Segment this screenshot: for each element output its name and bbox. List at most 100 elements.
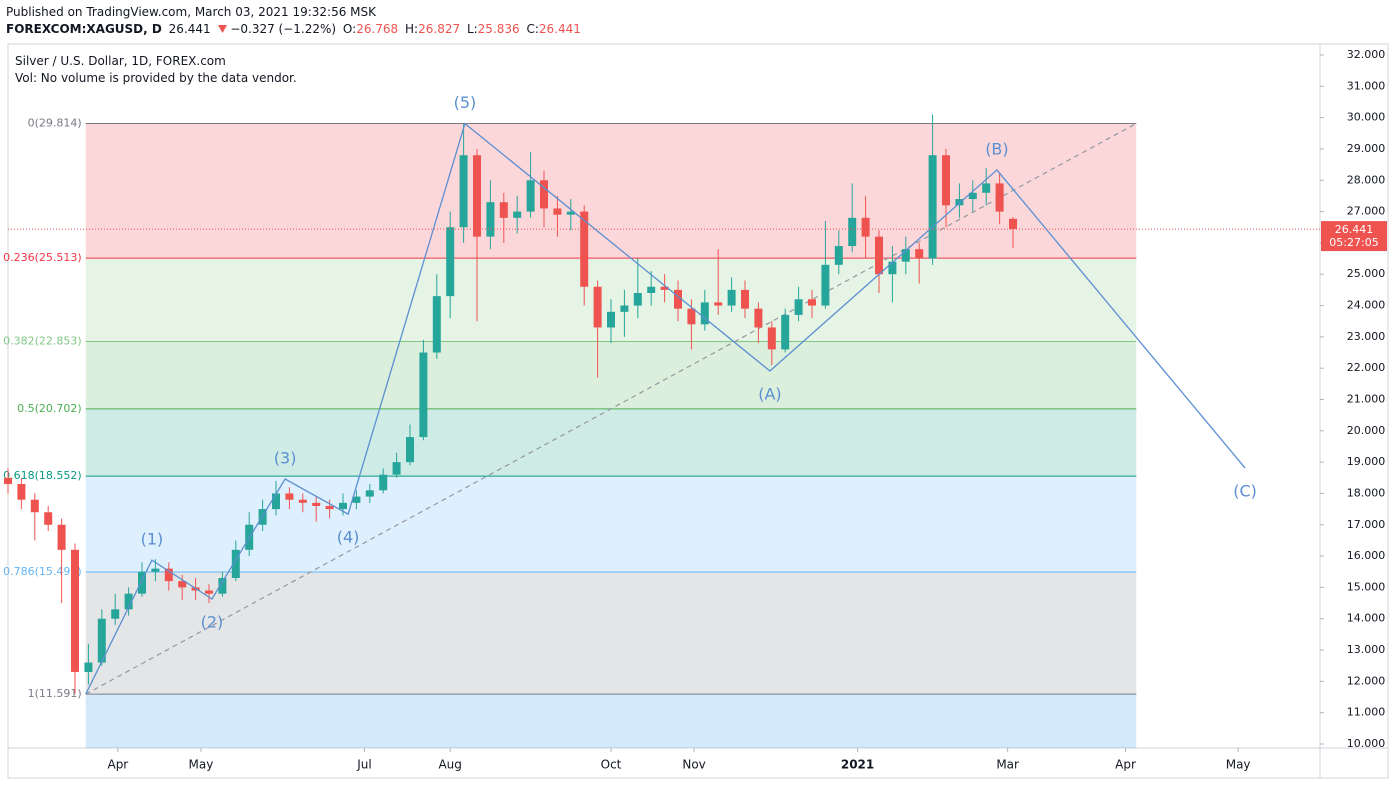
countdown: 05:27:05 xyxy=(1329,236,1378,249)
x-tick-label: Nov xyxy=(682,758,705,772)
candle-body xyxy=(633,293,642,306)
fib-zone xyxy=(85,408,1137,477)
candle-body xyxy=(901,249,910,262)
candle-body xyxy=(553,208,562,215)
fib-label: 0.786(15.491) xyxy=(3,565,82,578)
candle-body xyxy=(352,496,361,503)
symbol: FOREXCOM:XAGUSD, D xyxy=(6,22,162,36)
y-tick-label: 21.000 xyxy=(1347,392,1386,405)
candle-body xyxy=(526,180,535,212)
candle-body xyxy=(566,211,575,215)
fib-zone xyxy=(85,123,1137,259)
candle-body xyxy=(218,578,227,594)
fib-label: 0.236(25.513) xyxy=(3,251,82,264)
published-note: Published on TradingView.com, March 03, … xyxy=(6,5,377,19)
candle-body xyxy=(982,183,991,193)
candle-body xyxy=(968,192,977,200)
wave-line xyxy=(85,122,1246,695)
fib-label: 0.382(22.853) xyxy=(3,334,82,347)
candle-body xyxy=(459,155,468,228)
candle-body xyxy=(821,264,830,306)
candle-body xyxy=(124,593,133,610)
candle-body xyxy=(71,549,80,672)
y-tick-label: 13.000 xyxy=(1347,643,1386,656)
candle-body xyxy=(754,308,763,328)
candle-body xyxy=(419,352,428,438)
y-tick-label: 10.000 xyxy=(1347,737,1386,750)
low-value: 25.836 xyxy=(477,22,520,36)
candle-body xyxy=(446,227,455,297)
fib-label: 1(11.591) xyxy=(28,687,82,700)
candle-body xyxy=(486,202,495,237)
y-tick-label: 14.000 xyxy=(1347,612,1386,625)
candle-body xyxy=(30,499,39,513)
trend-line xyxy=(85,122,1137,695)
candle-body xyxy=(138,571,147,594)
wave-label: (3) xyxy=(274,449,297,468)
h-label: H: xyxy=(405,22,419,36)
wave-label: (2) xyxy=(201,612,224,631)
candle-body xyxy=(674,289,683,309)
candle-body xyxy=(647,286,656,294)
candle-body xyxy=(392,462,401,475)
candle-body xyxy=(111,609,120,619)
high-value: 26.827 xyxy=(418,22,461,36)
x-tick-label: 2021 xyxy=(841,758,874,772)
fib-zone xyxy=(85,694,1137,748)
y-tick-label: 30.000 xyxy=(1347,111,1386,124)
candle-body xyxy=(298,499,307,503)
last-price-box xyxy=(1321,221,1387,252)
candle-body xyxy=(312,502,321,506)
candle-body xyxy=(285,493,294,500)
candle-body xyxy=(84,662,93,672)
y-tick-label: 23.000 xyxy=(1347,330,1386,343)
chart-title: Silver / U.S. Dollar, 1D, FOREX.com xyxy=(15,54,226,68)
y-tick-label: 19.000 xyxy=(1347,455,1386,468)
fib-zone xyxy=(85,341,1137,409)
x-tick-label: Apr xyxy=(107,758,128,772)
candle-body xyxy=(379,474,388,491)
y-tick-label: 22.000 xyxy=(1347,361,1386,374)
x-tick-label: Aug xyxy=(438,758,461,772)
y-tick-label: 20.000 xyxy=(1347,424,1386,437)
y-tick-label: 12.000 xyxy=(1347,674,1386,687)
candle-body xyxy=(540,180,549,209)
candle-body xyxy=(834,246,843,265)
y-tick-label: 17.000 xyxy=(1347,518,1386,531)
frame xyxy=(7,43,1389,779)
symbol-line: FOREXCOM:XAGUSD, D 26.441 −0.327 (−1.22%… xyxy=(6,22,584,36)
candle-body xyxy=(794,299,803,315)
candle-body xyxy=(687,308,696,325)
c-label: C: xyxy=(526,22,539,36)
fib-label: 0(29.814) xyxy=(28,116,82,129)
candle-body xyxy=(339,502,348,510)
candle-body xyxy=(848,217,857,247)
candle-body xyxy=(861,217,870,237)
last-price-label: 26.441 xyxy=(1335,223,1374,236)
wave-label: (C) xyxy=(1233,482,1257,501)
candle-body xyxy=(325,505,334,510)
candle-body xyxy=(928,155,937,259)
candle-body xyxy=(57,524,66,550)
l-label: L: xyxy=(466,22,478,36)
y-tick-label: 28.000 xyxy=(1347,173,1386,186)
candle-body xyxy=(164,568,173,582)
candle-body xyxy=(365,490,374,497)
candle-body xyxy=(17,484,26,500)
wave-label: (5) xyxy=(454,93,477,112)
candle-body xyxy=(955,199,964,206)
fib-label: 0.618(18.552) xyxy=(3,469,82,482)
y-tick-label: 31.000 xyxy=(1347,79,1386,92)
candle-body xyxy=(767,327,776,350)
fib-zone xyxy=(85,476,1137,573)
candle-body xyxy=(995,183,1004,212)
down-arrow xyxy=(217,25,227,33)
candle-body xyxy=(915,249,924,259)
candle-body xyxy=(714,302,723,306)
o-label: O: xyxy=(342,22,357,36)
candle-body xyxy=(513,211,522,218)
candle-body xyxy=(406,437,415,463)
x-tick-label: Jul xyxy=(356,758,371,772)
